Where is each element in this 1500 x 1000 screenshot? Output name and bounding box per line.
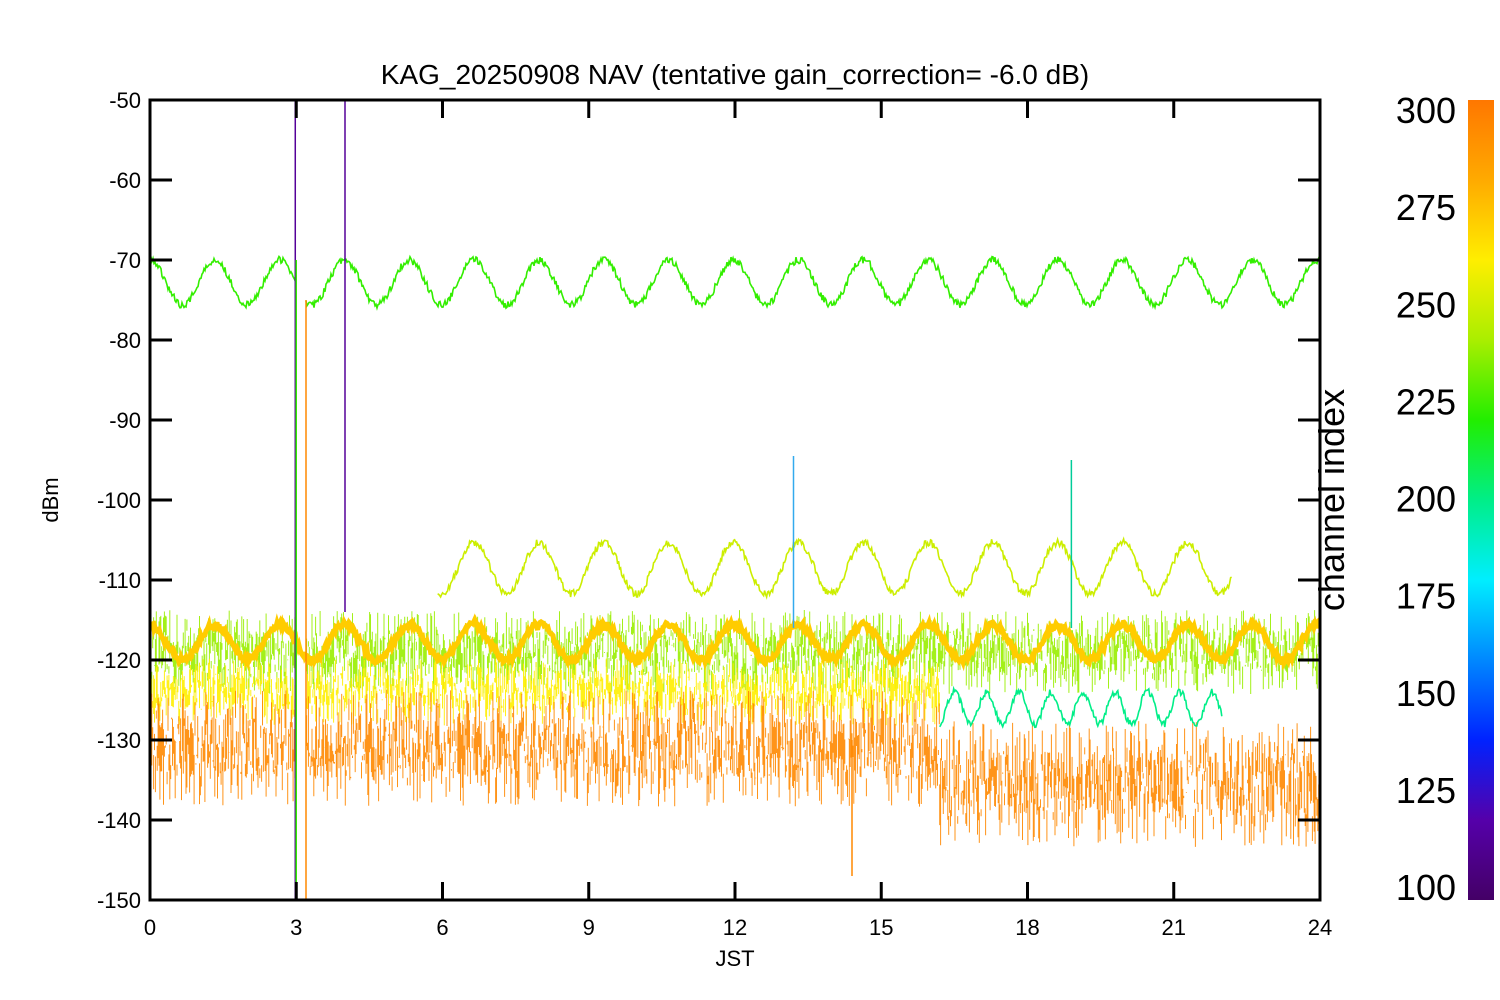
- x-tick-label: 15: [869, 915, 893, 940]
- y-tick-label: -60: [109, 168, 141, 193]
- noise-band-orange-band-evening: [939, 721, 1320, 847]
- y-tick-label: -50: [109, 88, 141, 113]
- noise-band-orange-band-day: [150, 689, 940, 807]
- x-tick-label: 9: [583, 915, 595, 940]
- series-shifted-channel: [939, 685, 1223, 729]
- colorbar-tick-labels: 300 275 250 225 200 175 150 125 100: [1396, 90, 1456, 908]
- chart-title: KAG_20250908 NAV (tentative gain_correct…: [381, 59, 1089, 90]
- series-top-channel: [150, 254, 1320, 311]
- x-tick-label: 12: [723, 915, 747, 940]
- colorbar-tick-label: 200: [1396, 479, 1456, 520]
- plot-frame: [148, 98, 1322, 902]
- series-low-channel: [150, 613, 1320, 672]
- x-tick-label: 0: [144, 915, 156, 940]
- y-tick-label: -110: [99, 568, 141, 593]
- noise-band-yellow-band: [150, 658, 940, 726]
- y-tick-label: -130: [97, 728, 141, 753]
- plot-area: [150, 100, 1320, 900]
- colorbar-tick-label: 225: [1396, 381, 1456, 422]
- colorbar-tick-label: 250: [1396, 284, 1456, 325]
- axis-tick-labels: 0 3 6 9 12 15 18 21 24 -50 -60 -70 -80 -90 -100 -110 -12…: [97, 88, 1332, 940]
- x-tick-label: 24: [1308, 915, 1332, 940]
- x-axis-label: JST: [715, 946, 754, 971]
- y-axis-label: dBm: [38, 477, 63, 522]
- y-tick-label: -100: [97, 488, 141, 513]
- data-gap: [296, 612, 306, 900]
- y-tick-label: -70: [109, 248, 141, 273]
- colorbar-tick-label: 125: [1396, 770, 1456, 811]
- y-tick-label: -90: [109, 408, 141, 433]
- x-tick-label: 21: [1162, 915, 1186, 940]
- x-tick-label: 18: [1015, 915, 1039, 940]
- colorbar-tick-label: 300: [1396, 90, 1456, 131]
- colorbar-label: channel index: [1311, 389, 1352, 611]
- axis-ticks: [148, 98, 1322, 902]
- y-tick-label: -120: [97, 648, 141, 673]
- series-mid-channel: [437, 536, 1233, 600]
- colorbar: [1468, 100, 1494, 900]
- x-tick-label: 6: [436, 915, 448, 940]
- y-tick-label: -140: [97, 808, 141, 833]
- y-tick-label: -80: [109, 328, 141, 353]
- colorbar-tick-label: 150: [1396, 673, 1456, 714]
- y-tick-label: -150: [97, 888, 141, 913]
- colorbar-tick-label: 100: [1396, 867, 1456, 908]
- x-tick-label: 3: [290, 915, 302, 940]
- colorbar-tick-label: 275: [1396, 187, 1456, 228]
- colorbar-tick-label: 175: [1396, 576, 1456, 617]
